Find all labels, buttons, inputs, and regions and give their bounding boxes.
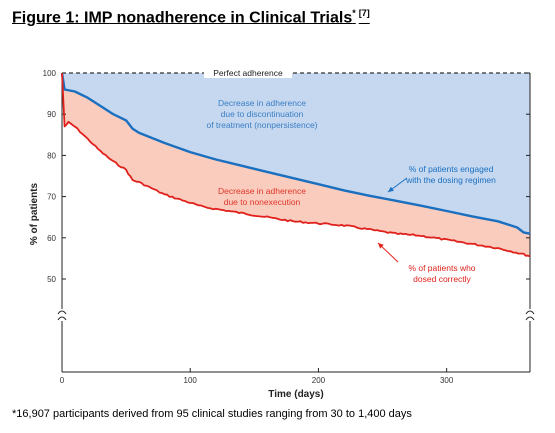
x-tick-label-200: 200 — [312, 376, 326, 385]
callout-engaged-0: % of patients engaged — [409, 164, 494, 174]
series-lines — [60, 72, 531, 258]
callout-arrow-engaged-head — [388, 186, 394, 192]
figure-title-text: Figure 1: IMP nonadherence in Clinical T… — [12, 9, 353, 27]
callout-arrow-dosed-head — [378, 243, 384, 249]
axis-break-left-top — [57, 310, 67, 315]
title-reference: [7] — [358, 8, 370, 18]
y-tick-label-60: 60 — [47, 234, 56, 243]
series-line-dosed — [61, 72, 531, 258]
x-tick-label-100: 100 — [184, 376, 198, 385]
annotation-nonpersistence-0: Decrease in adherence — [218, 98, 306, 108]
figure-title: Figure 1: IMP nonadherence in Clinical T… — [12, 8, 370, 27]
y-tick-label-80: 80 — [47, 151, 56, 160]
axis-break-gap-right — [525, 309, 535, 321]
axis-break-right-bottom — [525, 316, 535, 321]
axis-break-gap-left — [57, 309, 67, 321]
x-tick-label-300: 300 — [440, 376, 454, 385]
y-axis-title: % of patients — [29, 182, 40, 245]
reference-line-label: Perfect adherence — [213, 68, 283, 78]
title-asterisk: * — [352, 8, 356, 18]
axis-break-right-top — [525, 310, 535, 315]
callout-dosed-1: dosed correctly — [413, 274, 471, 284]
annotation-nonexecution-1: due to nonexecution — [224, 197, 301, 207]
nonpersistence-area — [62, 73, 530, 234]
annotation-nonpersistence-1: due to discontinuation — [221, 109, 304, 119]
y-tick-label-70: 70 — [47, 193, 56, 202]
callout-engaged-1: with the dosing regimen — [405, 175, 496, 185]
nonexecution-area — [62, 73, 530, 257]
y-tick-label-100: 100 — [43, 69, 57, 78]
fill-areas — [62, 73, 530, 257]
reference-label-bg — [204, 68, 292, 78]
annotation-nonpersistence-2: of treatment (nonpersistence) — [206, 120, 317, 130]
x-axis-title: Time (days) — [268, 389, 323, 400]
chart-labels: 50 60 70 80 90 100 0 100 200 300 Perfect adherence… — [29, 68, 496, 400]
x-tick-label-0: 0 — [60, 376, 65, 385]
y-tick-label-50: 50 — [47, 275, 56, 284]
callout-dosed-0: % of patients who — [408, 263, 475, 273]
y-tick-label-90: 90 — [47, 110, 56, 119]
series-line-engaged — [60, 72, 531, 235]
axis-break-left-bottom — [57, 316, 67, 321]
annotation-nonexecution-0: Decrease in adherence — [218, 186, 306, 196]
adherence-chart: 50 60 70 80 90 100 0 100 200 300 Perfect adherence… — [29, 68, 535, 400]
footnote: *16,907 participants derived from 95 cli… — [12, 408, 412, 420]
